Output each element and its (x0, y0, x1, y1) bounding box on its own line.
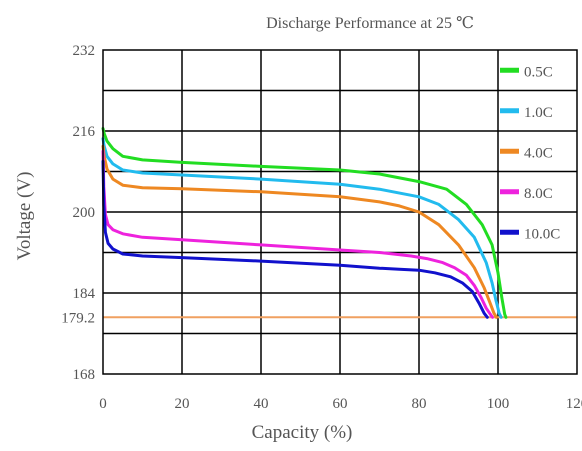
x-tick-label: 80 (412, 396, 427, 412)
legend-swatch (500, 67, 519, 73)
chart-title: Discharge Performance at 25 ℃ (266, 15, 474, 32)
y-tick-label: 216 (73, 124, 96, 140)
x-tick-label: 0 (99, 396, 107, 412)
x-tick-label: 40 (254, 396, 269, 412)
legend-label: 1.0C (524, 105, 553, 121)
legend-swatch (500, 189, 519, 195)
y-tick-label: 232 (73, 43, 96, 59)
grid-lines (103, 50, 577, 374)
series-line-4-0c (101, 144, 498, 319)
series-line-1-0c (101, 137, 503, 319)
legend: 0.5C 1.0C 4.0C 8.0C 10.0C (500, 64, 560, 242)
legend-swatch (500, 148, 519, 154)
y-tick-label: 200 (73, 205, 96, 221)
x-tick-label: 60 (333, 396, 348, 412)
legend-swatch (500, 108, 519, 114)
x-tick-label: 120 (566, 396, 582, 412)
legend-swatch (500, 229, 519, 235)
y-tick-labels: 168 179.2 184 200 216 232 (61, 43, 95, 383)
x-axis-label: Capacity (%) (252, 422, 353, 443)
series-line-0-5c (101, 127, 508, 319)
x-tick-label: 20 (175, 396, 190, 412)
legend-label: 0.5C (524, 64, 553, 80)
x-tick-labels: 0 20 40 60 80 100 120 (99, 396, 582, 412)
y-tick-label: 184 (73, 286, 96, 302)
y-axis-label: Voltage (V) (14, 172, 35, 261)
series-line-10-0c (101, 159, 489, 319)
y-tick-label: 168 (73, 367, 96, 383)
legend-label: 10.0C (524, 226, 560, 242)
plot-frame (102, 49, 578, 375)
legend-label: 4.0C (524, 145, 553, 161)
series-line-8-0c (101, 149, 494, 319)
x-tick-label: 100 (487, 396, 510, 412)
legend-label: 8.0C (524, 186, 553, 202)
series-group (101, 127, 508, 319)
y-tick-label: 179.2 (61, 310, 95, 326)
